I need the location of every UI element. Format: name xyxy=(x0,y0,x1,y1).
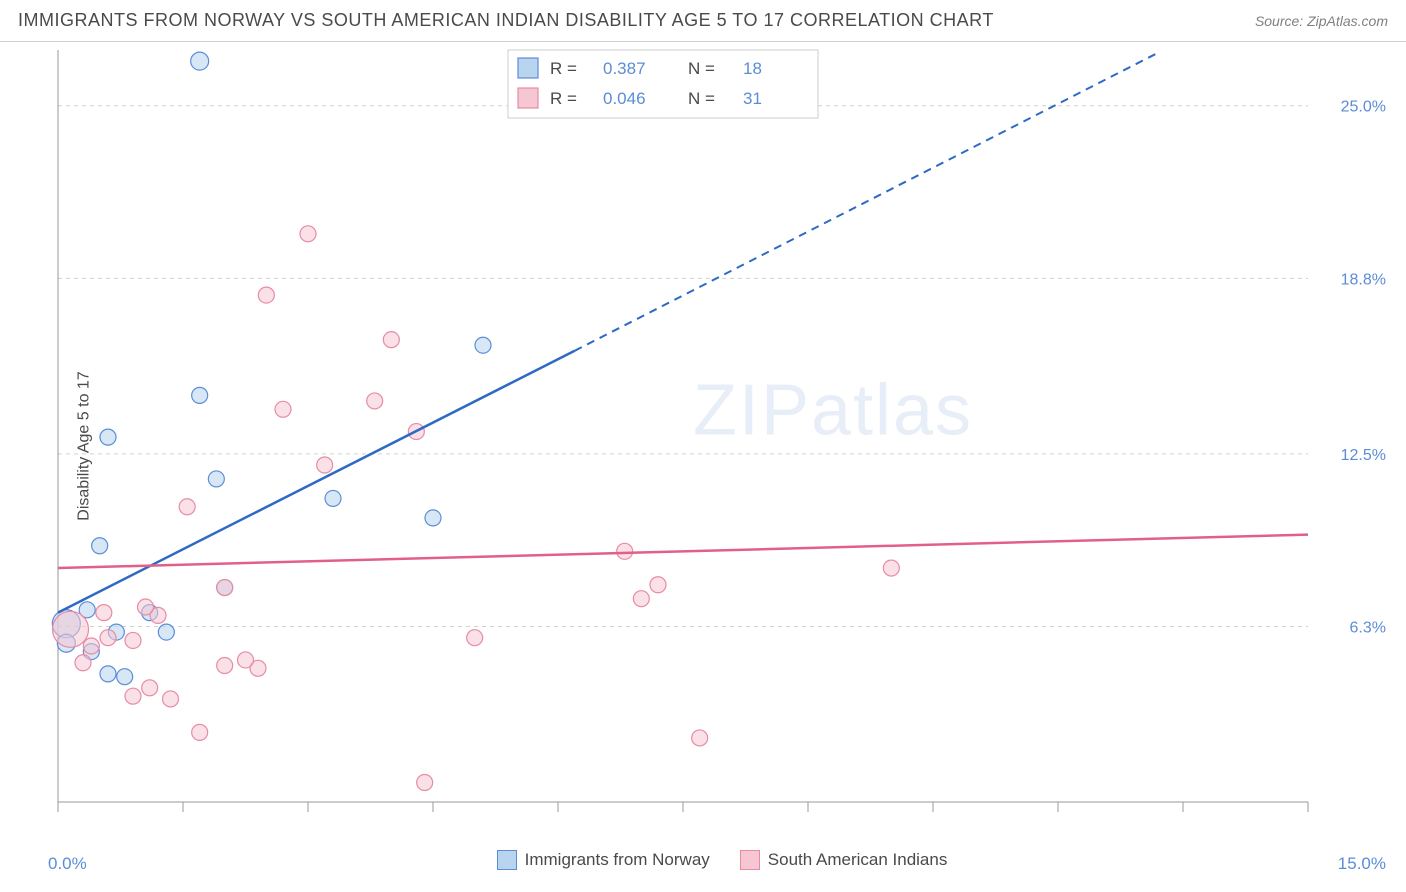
source-label: Source: ZipAtlas.com xyxy=(1255,13,1388,29)
svg-text:31: 31 xyxy=(743,89,762,108)
svg-text:R =: R = xyxy=(550,89,577,108)
chart-title: IMMIGRANTS FROM NORWAY VS SOUTH AMERICAN… xyxy=(18,10,994,31)
svg-text:12.5%: 12.5% xyxy=(1341,447,1386,464)
plot-area: ZIPatlas 6.3% 12.5% 18.8% 25.0% R = 0.387 N = 18… xyxy=(48,42,1396,832)
legend-swatch-norway xyxy=(497,850,517,870)
legend-label-southam: South American Indians xyxy=(768,850,948,870)
title-bar: IMMIGRANTS FROM NORWAY VS SOUTH AMERICAN… xyxy=(0,0,1406,42)
legend-label-norway: Immigrants from Norway xyxy=(525,850,710,870)
svg-text:0.387: 0.387 xyxy=(603,59,646,78)
svg-text:N =: N = xyxy=(688,89,715,108)
svg-text:6.3%: 6.3% xyxy=(1350,620,1386,637)
bottom-legend: Immigrants from Norway South American In… xyxy=(48,840,1396,880)
svg-text:R =: R = xyxy=(550,59,577,78)
svg-text:0.046: 0.046 xyxy=(603,89,646,108)
scatter-chart: ZIPatlas 6.3% 12.5% 18.8% 25.0% R = 0.387 N = 18… xyxy=(48,42,1396,832)
svg-text:18: 18 xyxy=(743,59,762,78)
svg-text:N =: N = xyxy=(688,59,715,78)
legend-swatch-southam xyxy=(740,850,760,870)
svg-text:18.8%: 18.8% xyxy=(1341,271,1386,288)
svg-text:ZIPatlas: ZIPatlas xyxy=(693,370,973,450)
legend-item-southam: South American Indians xyxy=(740,850,948,870)
legend-item-norway: Immigrants from Norway xyxy=(497,850,710,870)
svg-text:25.0%: 25.0% xyxy=(1341,99,1386,116)
